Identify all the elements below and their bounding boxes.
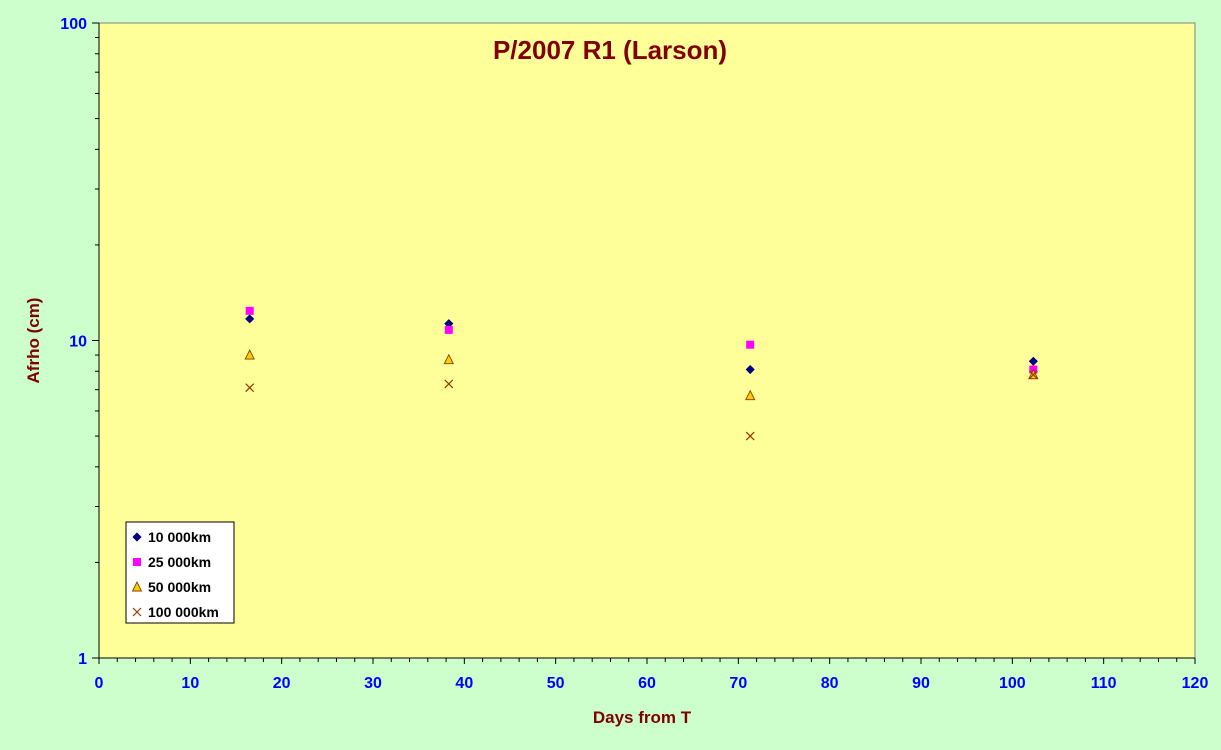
y-axis-title: Afrho (cm) [24,298,43,384]
chart-title: P/2007 R1 (Larson) [493,35,727,65]
legend-box [125,521,235,624]
legend-marker [132,607,142,617]
data-point [245,383,255,393]
x-tick-label: 60 [638,675,656,692]
plot-area [98,22,1196,659]
x-tick-label: 110 [1091,675,1117,692]
x-tick-label: 80 [821,675,839,692]
x-axis-title: Days from T [593,708,692,727]
legend-marker [132,532,142,542]
x-tick-label: 0 [95,675,104,692]
legend-label: 25 000km [148,554,211,570]
legend-marker [131,580,143,592]
data-point [745,431,755,441]
data-point [1028,356,1038,366]
x-tick-label: 70 [729,675,747,692]
x-tick-label: 40 [455,675,473,692]
y-tick-label: 100 [60,16,87,33]
x-tick-label: 30 [364,675,382,692]
legend-label: 100 000km [148,604,219,620]
data-point [244,349,255,360]
y-tick-label: 1 [78,651,87,668]
data-point [245,306,254,315]
data-point [1028,370,1038,380]
x-tick-label: 10 [181,675,199,692]
series-4 [245,370,1038,441]
data-point [444,379,454,389]
x-tick-label: 20 [273,675,291,692]
data-point [444,325,453,334]
x-tick-label: 100 [999,675,1026,692]
data-point [245,314,255,324]
data-point [744,389,756,401]
data-point [746,340,755,349]
x-tick-label: 120 [1182,675,1209,692]
x-tick-label: 50 [547,675,565,692]
x-tick-label: 90 [912,675,930,692]
data-marks [244,306,1039,441]
y-tick-label: 10 [69,334,87,351]
legend-label: 10 000km [148,529,211,545]
legend: 10 000km 25 000km 50 000km 100 000km [125,521,235,624]
legend-label: 50 000km [148,579,211,595]
data-point [443,353,455,365]
data-point [745,364,755,375]
legend-marker [133,558,141,566]
